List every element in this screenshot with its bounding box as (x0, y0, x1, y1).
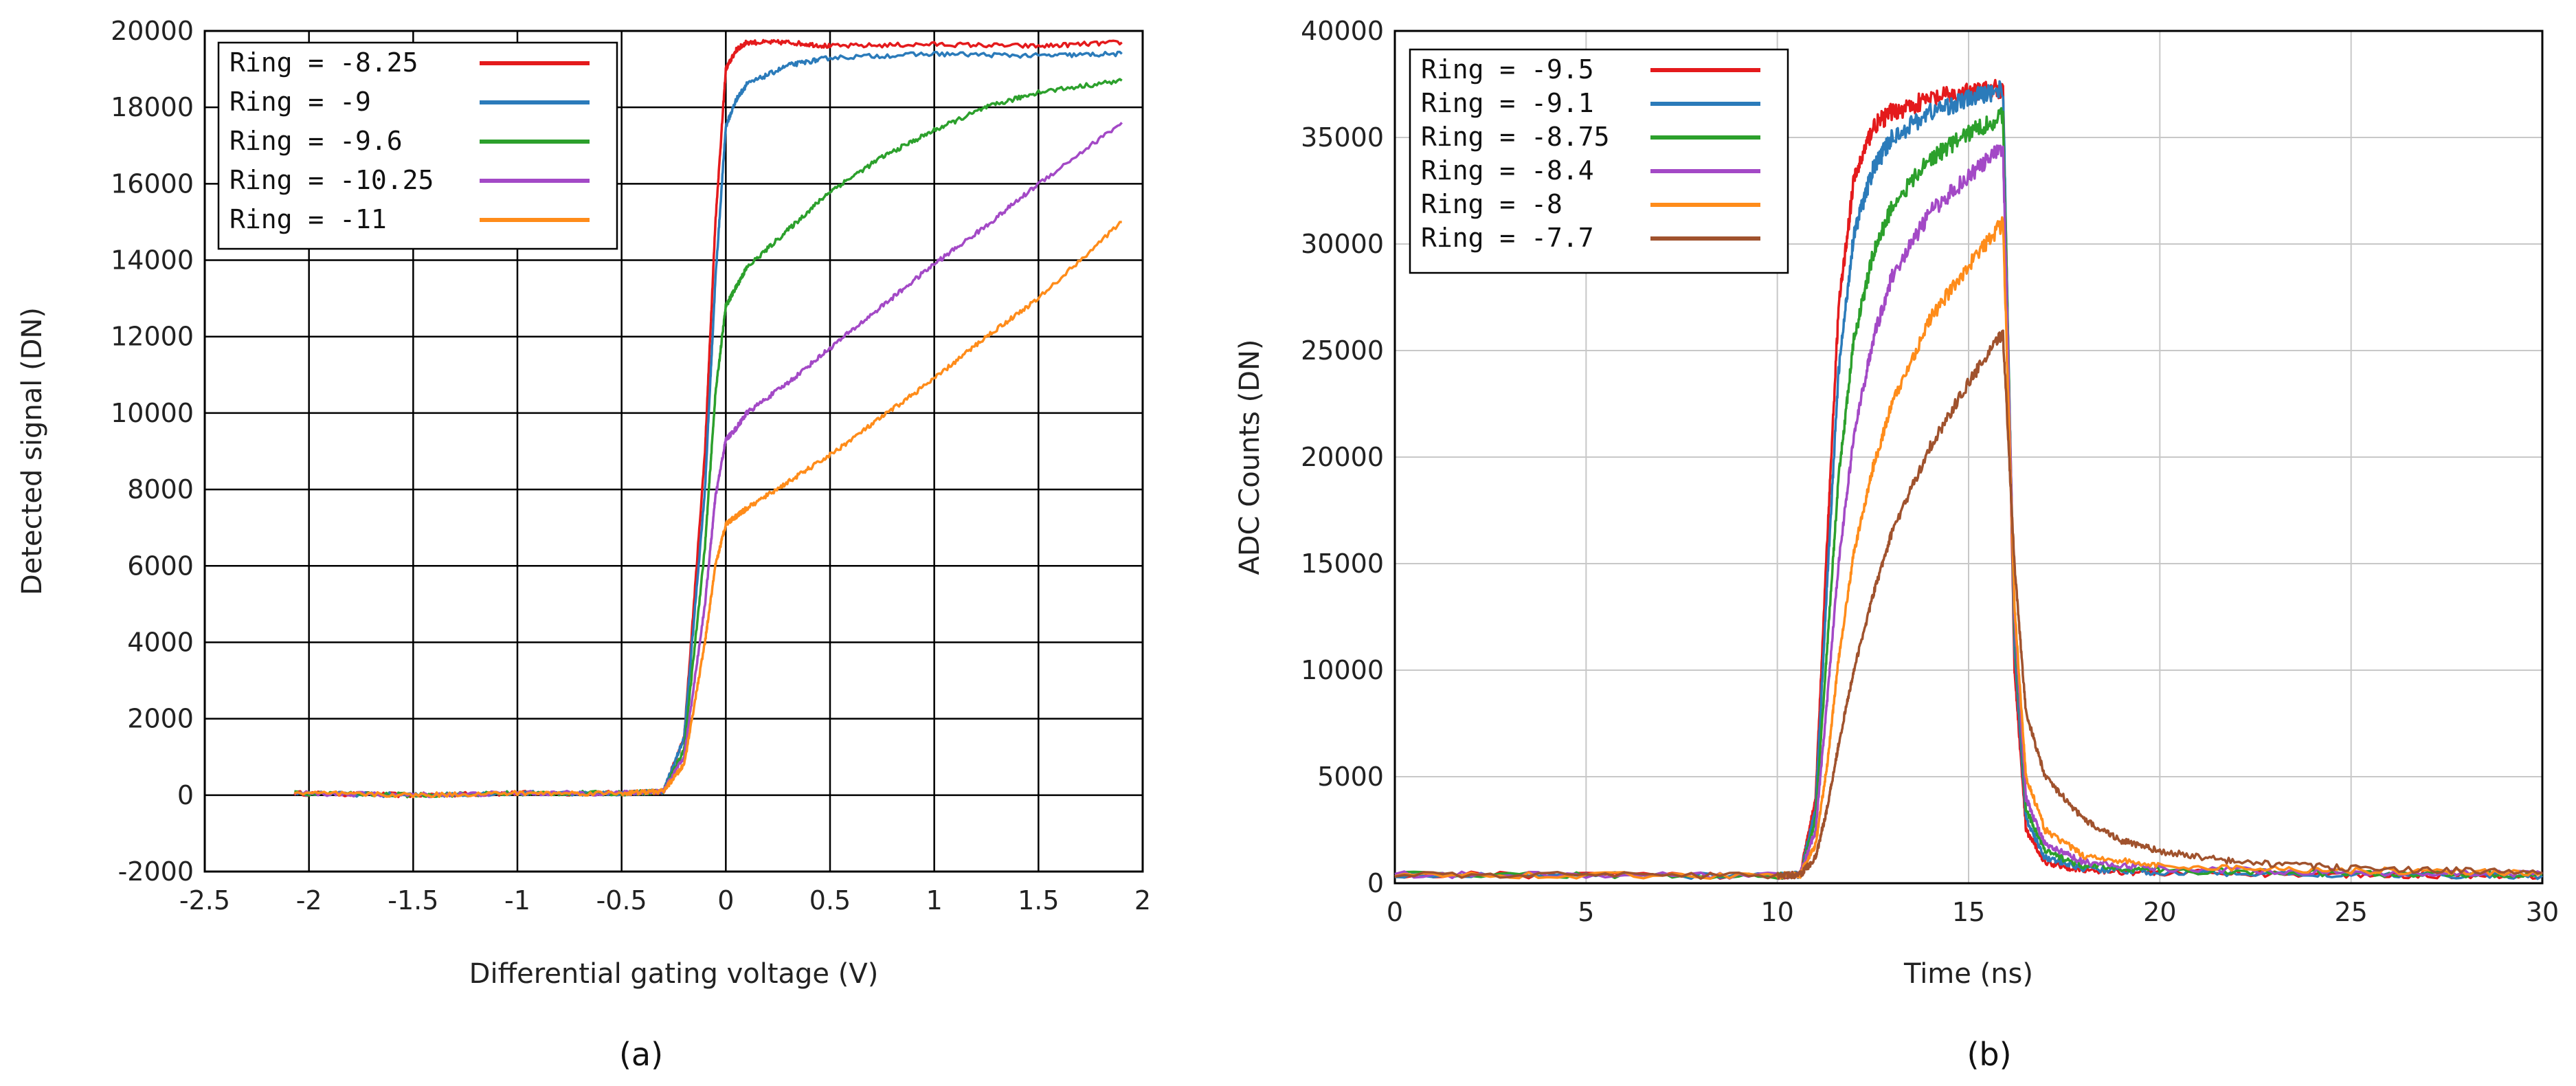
series-line (1394, 144, 2543, 880)
legend-label: Ring = -11 (229, 204, 387, 234)
y-tick-label: 5000 (1317, 762, 1384, 792)
chart-a: -2.5 -2 -1.5 -1 -0.5 0 0.5 1 1.5 2 -2000 0 2000 4000 6… (16, 16, 1151, 1073)
y-tick-label: 0 (177, 780, 194, 810)
y-axis-label: ADC Counts (DN) (1234, 339, 1266, 575)
legend-label: Ring = -9.1 (1421, 88, 1594, 118)
y-tick-label: 4000 (127, 627, 194, 657)
x-tick-label: 20 (2143, 897, 2176, 927)
y-tick-label: 6000 (127, 551, 194, 581)
legend-label: Ring = -9 (229, 87, 371, 117)
legend-box (1409, 48, 1789, 274)
panel-label: (a) (619, 1036, 663, 1073)
y-tick-label: 8000 (127, 474, 194, 505)
y-tick-label: 30000 (1301, 229, 1384, 259)
series-line (293, 221, 1122, 799)
x-tick-label: -0.5 (596, 885, 647, 916)
y-tick-label: 25000 (1301, 335, 1384, 366)
x-axis-label: Time (ns) (1903, 958, 2033, 990)
y-tick-label: 20000 (1301, 442, 1384, 472)
y-tick-label: 18000 (111, 92, 194, 122)
x-axis-label: Differential gating voltage (V) (469, 958, 879, 990)
y-tick-label: 14000 (111, 245, 194, 276)
panel-label: (b) (1967, 1036, 2011, 1073)
legend-label: Ring = -10.25 (229, 165, 434, 195)
x-tick-label: -1 (504, 885, 530, 916)
x-tick-label: 10 (1760, 897, 1793, 927)
x-tick-label: 2 (1134, 885, 1151, 916)
x-tick-label: 25 (2334, 897, 2367, 927)
y-tick-label: 12000 (111, 322, 194, 352)
x-tick-label: 0 (717, 885, 734, 916)
y-tick-label: 35000 (1301, 122, 1384, 153)
x-tick-label: 0.5 (809, 885, 851, 916)
legend-label: Ring = -8 (1421, 189, 1563, 219)
legend-box (217, 41, 618, 250)
series-line (1394, 329, 2543, 880)
y-axis-label: Detected signal (DN) (16, 307, 48, 595)
y-tick-label: 15000 (1301, 548, 1384, 579)
x-tick-label: 0 (1387, 897, 1403, 927)
y-tick-label: 10000 (1301, 655, 1384, 685)
y-tick-label: 2000 (127, 704, 194, 734)
legend-label: Ring = -8.75 (1421, 122, 1610, 152)
y-tick-label: 40000 (1301, 16, 1384, 46)
x-tick-label: -2.5 (179, 885, 230, 916)
y-tick-label: -2000 (118, 856, 194, 887)
y-tick-label: 10000 (111, 398, 194, 428)
y-tick-label: 16000 (111, 168, 194, 199)
x-tick-label: -1.5 (388, 885, 438, 916)
x-tick-label: 30 (2526, 897, 2559, 927)
series-line (1394, 216, 2543, 880)
legend-label: Ring = -8.25 (229, 47, 418, 78)
legend-label: Ring = -9.5 (1421, 54, 1594, 85)
y-tick-label: 20000 (111, 16, 194, 46)
x-tick-label: 5 (1578, 897, 1594, 927)
legend-label: Ring = -8.4 (1421, 155, 1594, 186)
chart-b: 0 5 10 15 20 25 30 0 5000 10000 15000 20000 25000 300… (1234, 16, 2559, 1073)
x-tick-label: 15 (1952, 897, 1985, 927)
plot-frame (203, 30, 1144, 873)
x-tick-label: -2 (296, 885, 322, 916)
plot-frame (1393, 30, 2544, 885)
y-tick-label: 0 (1367, 868, 1384, 898)
legend-label: Ring = -9.6 (229, 126, 403, 156)
x-tick-label: 1.5 (1018, 885, 1059, 916)
legend-label: Ring = -7.7 (1421, 223, 1594, 253)
x-tick-label: 1 (926, 885, 943, 916)
